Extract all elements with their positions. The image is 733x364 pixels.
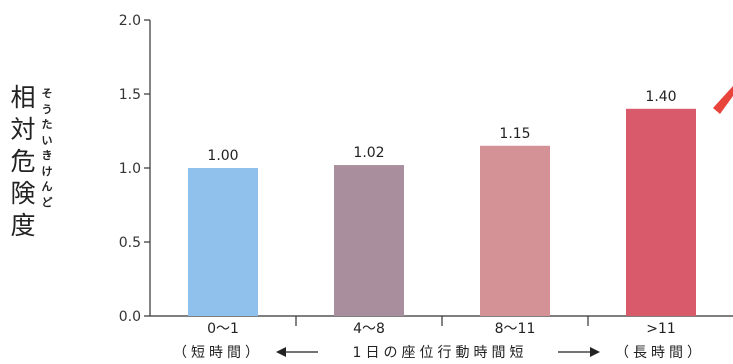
x-tick-label: 0～1 [207,321,239,337]
data-label: 1.15 [499,126,530,142]
x-label-long: （長時間） [615,345,705,361]
y-tick-label: 0.0 [119,309,141,325]
x-label-middle: 1日の座位行動時間短 [353,345,528,361]
x-tick-label: >11 [646,321,676,337]
bar [480,145,550,316]
labels: 1.00 0～1 1.02 4～8 1.15 8～11 1.40 >11 （短時間） 1日の座位行… [173,89,705,361]
arrow-mark [713,86,733,114]
data-label: 1.00 [207,148,238,164]
bar [188,168,258,316]
left-arrow-head [276,347,286,357]
right-arrow-head [590,347,600,357]
x-tick-label: 4～8 [353,321,385,337]
y-tick-label: 2.0 [119,13,141,29]
bar [626,108,696,316]
x-tick-label: 8～11 [495,321,536,337]
y-tick-label: 1.0 [119,161,141,177]
x-label-short: （短時間） [173,345,263,361]
y-tick-label: 0.5 [119,235,141,251]
bars [188,108,696,316]
data-label: 1.02 [353,145,384,161]
y-tick-label: 1.5 [119,87,141,103]
data-label: 1.40 [645,89,676,105]
y-axis-label-ruby: そうたいきけんど [41,87,53,209]
bar [334,165,404,316]
axes: 0.0 0.5 1.0 1.5 2.0 [119,13,733,357]
y-axis-label: 相対危険度 [10,83,36,240]
